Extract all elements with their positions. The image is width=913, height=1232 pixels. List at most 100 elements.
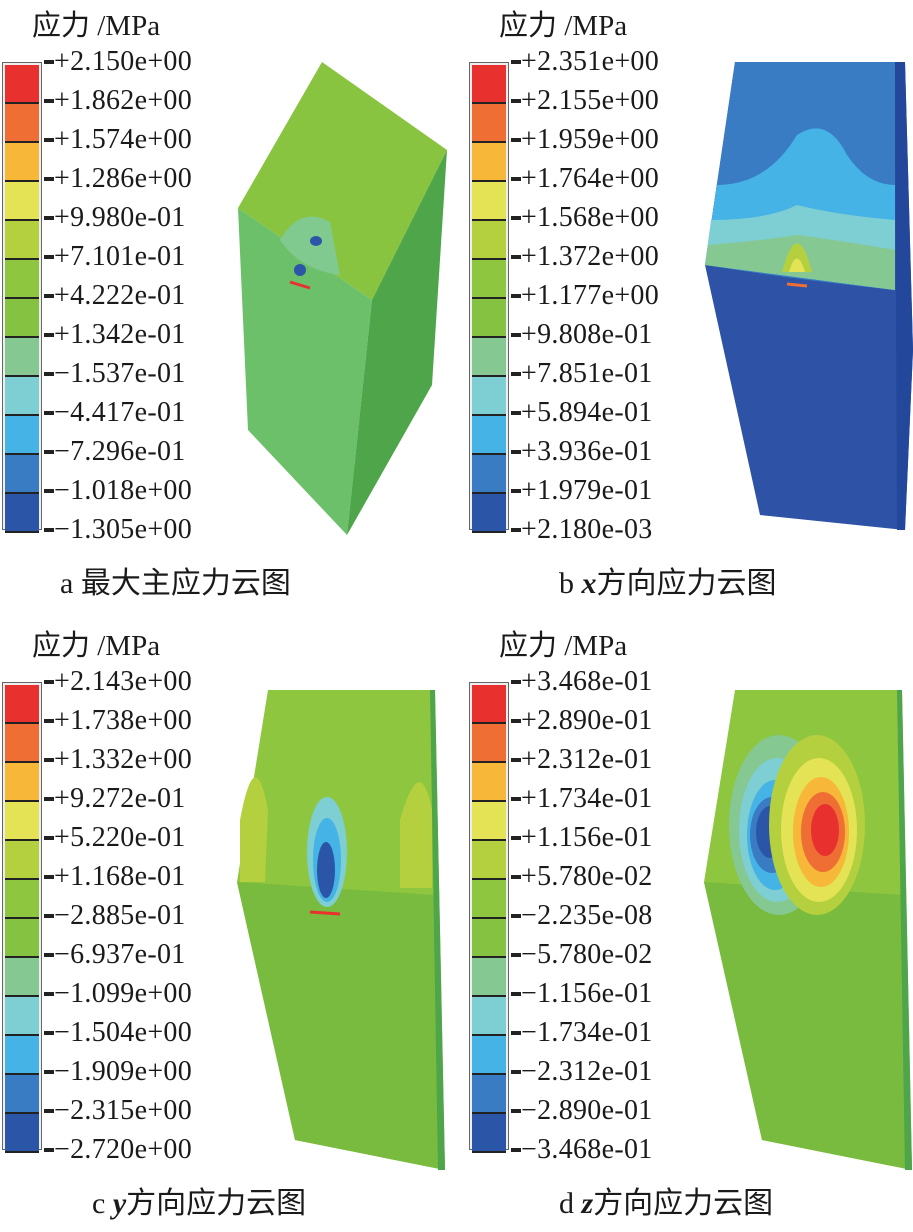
legend-color-swatch: [472, 763, 506, 802]
unit-label: 应力 /MPa: [499, 630, 628, 662]
legend-color-swatch: [5, 880, 39, 919]
legend-tick: [511, 875, 521, 879]
legend-color-swatch: [5, 455, 39, 494]
legend-color-swatch: [5, 802, 39, 841]
panel-max-principal-stress: 应力 /MPa +2.150e+00 +1.862e+00 +1.574e+00 +1.…: [0, 0, 456, 612]
legend-color-swatch: [5, 841, 39, 880]
legend-color-swatch: [472, 1114, 506, 1153]
legend-color-swatch: [472, 802, 506, 841]
legend-tick: [44, 797, 54, 801]
legend-level-label: −5.780e-02: [521, 939, 653, 970]
legend-color-swatch: [5, 919, 39, 958]
legend-level-label: −2.720e+00: [54, 1134, 193, 1165]
legend-level-label: +1.959e+00: [521, 124, 660, 155]
legend-level-label: −1.018e+00: [54, 475, 193, 506]
legend-color-swatch: [472, 958, 506, 997]
legend-color-swatch: [472, 143, 506, 182]
legend-color-swatch: [5, 724, 39, 763]
legend-level-label: −2.315e+00: [54, 1095, 193, 1126]
legend-tick: [44, 1148, 54, 1152]
legend-tick: [511, 294, 521, 298]
caption-variable: x: [581, 567, 597, 600]
panel-caption: c y方向应力云图: [92, 1178, 306, 1222]
legend-level-label: +2.180e-03: [521, 514, 653, 545]
legend-color-swatch: [472, 841, 506, 880]
contour-plot-max-principal: [238, 62, 447, 535]
legend-tick: [511, 953, 521, 957]
legend-color-swatch: [5, 958, 39, 997]
legend-tick: [511, 489, 521, 493]
legend-color-swatch: [472, 880, 506, 919]
legend-color-swatch: [5, 221, 39, 260]
legend-level-label: +7.101e-01: [54, 241, 186, 272]
legend-tick: [44, 836, 54, 840]
legend-level-label: +2.312e-01: [521, 744, 653, 775]
legend-level-label: −2.235e-08: [521, 900, 653, 931]
legend-tick: [44, 875, 54, 879]
legend-tick: [44, 255, 54, 259]
legend-color-swatch: [472, 919, 506, 958]
contour-plot-y-stress: [237, 690, 445, 1170]
legend-tick: [511, 758, 521, 762]
legend-tick: [44, 992, 54, 996]
legend-color-swatch: [472, 104, 506, 143]
legend-color-swatch: [5, 299, 39, 338]
legend-level-label: −2.885e-01: [54, 900, 186, 931]
legend-color-swatch: [5, 763, 39, 802]
legend-tick: [511, 1031, 521, 1035]
unit-label: 应力 /MPa: [32, 630, 161, 662]
legend-level-label: +1.764e+00: [521, 163, 660, 194]
legend-tick: [44, 1031, 54, 1035]
legend-tick: [44, 294, 54, 298]
legend-tick: [511, 680, 521, 684]
legend-tick: [511, 372, 521, 376]
caption-text: 方向应力云图: [593, 1187, 774, 1220]
legend-tick: [44, 99, 54, 103]
legend-color-swatch: [472, 1075, 506, 1114]
legend-level-label: +2.351e+00: [521, 46, 660, 77]
legend-color-swatch: [5, 997, 39, 1036]
legend-color-swatch: [5, 416, 39, 455]
legend-level-label: +9.272e-01: [54, 783, 186, 814]
caption-letter: c: [92, 1187, 106, 1220]
legend-level-label: −1.537e-01: [54, 358, 186, 389]
legend-level-label: +9.980e-01: [54, 202, 186, 233]
legend-level-label: +1.168e-01: [54, 861, 186, 892]
panel-y-stress: 应力 /MPa +2.143e+00 +1.738e+00 +1.332e+00 +9.…: [0, 620, 456, 1232]
legend-color-swatch: [5, 65, 39, 104]
legend-level-label: +3.468e-01: [521, 666, 653, 697]
legend-color-swatch: [5, 1075, 39, 1114]
color-legend-bar: [469, 682, 509, 1153]
legend-tick: [44, 411, 54, 415]
legend-tick: [511, 797, 521, 801]
legend-tick: [44, 450, 54, 454]
caption-letter: d: [559, 1187, 574, 1220]
unit-label: 应力 /MPa: [499, 10, 628, 42]
legend-tick: [511, 992, 521, 996]
legend-tick: [511, 1070, 521, 1074]
legend-tick: [511, 138, 521, 142]
legend-level-label: −6.937e-01: [54, 939, 186, 970]
legend-level-label: +5.780e-02: [521, 861, 653, 892]
legend-color-swatch: [5, 494, 39, 533]
legend-level-label: +1.734e-01: [521, 783, 653, 814]
caption-letter: a: [60, 567, 74, 600]
legend-tick: [511, 914, 521, 918]
legend-color-swatch: [472, 377, 506, 416]
legend-color-swatch: [5, 143, 39, 182]
legend-level-label: +1.286e+00: [54, 163, 193, 194]
caption-variable: y: [112, 1187, 127, 1220]
panel-x-stress: 应力 /MPa +2.351e+00 +2.155e+00 +1.959e+00 +1.…: [467, 0, 913, 612]
legend-color-swatch: [5, 260, 39, 299]
caption-letter: b: [559, 567, 574, 600]
legend-color-swatch: [472, 299, 506, 338]
legend-color-swatch: [5, 377, 39, 416]
legend-tick: [511, 99, 521, 103]
legend-color-swatch: [472, 416, 506, 455]
legend-level-label: +1.372e+00: [521, 241, 660, 272]
legend-color-swatch: [5, 338, 39, 377]
legend-tick: [44, 528, 54, 532]
legend-color-swatch: [472, 997, 506, 1036]
legend-tick: [44, 60, 54, 64]
legend-level-label: +1.738e+00: [54, 705, 193, 736]
